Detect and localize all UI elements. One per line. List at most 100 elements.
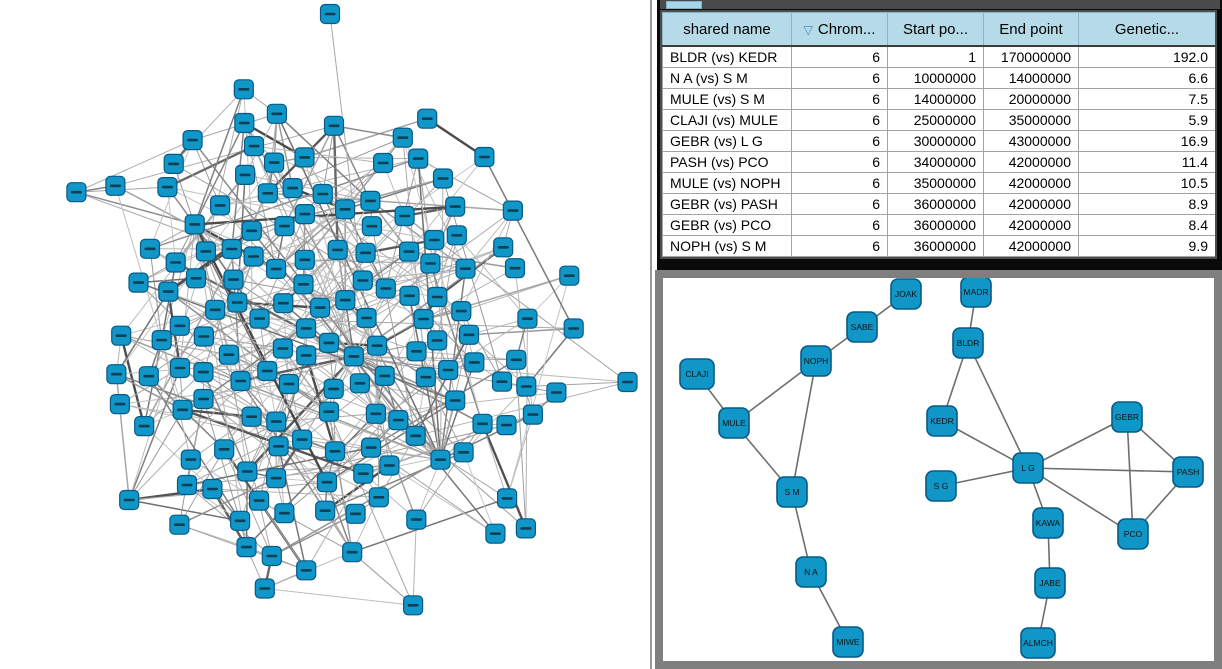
network-edge[interactable] bbox=[203, 268, 466, 373]
table-cell[interactable]: 1 bbox=[887, 45, 984, 68]
network-edge[interactable] bbox=[305, 473, 364, 571]
network-edge[interactable] bbox=[967, 342, 1029, 469]
network-node[interactable] bbox=[342, 542, 363, 563]
network-edge[interactable] bbox=[128, 215, 405, 501]
network-node[interactable] bbox=[193, 326, 214, 347]
table-cell[interactable]: 10000000 bbox=[887, 67, 984, 89]
network-node[interactable] bbox=[158, 281, 179, 302]
table-row[interactable]: GEBR (vs) L G 6 30000000 43000000 16.9 bbox=[662, 130, 1215, 152]
table-cell[interactable]: 42000000 bbox=[983, 172, 1079, 194]
network-node[interactable] bbox=[235, 164, 256, 185]
network-node[interactable] bbox=[399, 285, 420, 306]
network-node[interactable] bbox=[182, 130, 203, 151]
network-edge[interactable] bbox=[120, 335, 441, 461]
network-node[interactable] bbox=[424, 229, 445, 251]
network-edge[interactable] bbox=[481, 423, 528, 529]
network-edge[interactable] bbox=[276, 113, 371, 202]
network-node[interactable] bbox=[323, 378, 344, 399]
network-edge[interactable] bbox=[439, 362, 476, 460]
network-edge[interactable] bbox=[128, 251, 207, 501]
network-node[interactable] bbox=[446, 225, 467, 246]
network-node[interactable] bbox=[458, 324, 480, 345]
network-node[interactable] bbox=[318, 332, 340, 353]
network-edge[interactable] bbox=[526, 381, 628, 387]
network-node[interactable] bbox=[445, 390, 466, 411]
table-cell[interactable]: 6 bbox=[791, 214, 888, 236]
network-edge[interactable] bbox=[525, 328, 575, 387]
network-node[interactable] bbox=[257, 360, 278, 382]
network-node[interactable] bbox=[453, 442, 474, 463]
network-edge[interactable] bbox=[463, 452, 496, 534]
network-node[interactable] bbox=[394, 205, 415, 227]
network-node[interactable]: KEDR bbox=[926, 405, 958, 437]
filter-funnel-icon[interactable]: ▽ bbox=[803, 22, 813, 37]
table-cell[interactable]: 6 bbox=[791, 235, 888, 257]
table-cell[interactable]: MULE (vs) S M bbox=[662, 88, 792, 110]
network-node[interactable] bbox=[210, 195, 231, 216]
network-edge[interactable] bbox=[253, 145, 384, 164]
network-edge[interactable] bbox=[264, 588, 414, 606]
network-edge[interactable] bbox=[161, 224, 196, 341]
network-node[interactable] bbox=[361, 437, 382, 458]
table-cell[interactable]: 6 bbox=[791, 67, 888, 89]
network-edge[interactable] bbox=[167, 186, 253, 232]
table-row[interactable]: N A (vs) S M 6 10000000 14000000 6.6 bbox=[662, 67, 1215, 89]
network-edge[interactable] bbox=[304, 157, 387, 289]
network-node[interactable]: GEBR bbox=[1111, 401, 1143, 433]
network-node[interactable] bbox=[180, 449, 201, 470]
table-cell[interactable]: 6 bbox=[791, 88, 888, 110]
network-node[interactable]: BLDR bbox=[952, 327, 984, 359]
network-edge[interactable] bbox=[351, 551, 414, 606]
table-cell[interactable]: MULE (vs) NOPH bbox=[662, 172, 792, 194]
network-edge[interactable] bbox=[186, 411, 330, 486]
network-edge[interactable] bbox=[115, 374, 130, 501]
table-cell[interactable]: GEBR (vs) L G bbox=[662, 130, 792, 152]
network-edge[interactable] bbox=[149, 248, 163, 341]
network-node[interactable] bbox=[318, 401, 340, 422]
network-edge[interactable] bbox=[276, 113, 294, 189]
network-edge[interactable] bbox=[1027, 467, 1189, 473]
network-node[interactable] bbox=[218, 344, 239, 365]
network-node[interactable] bbox=[403, 595, 424, 616]
table-cell[interactable]: 8.4 bbox=[1078, 214, 1215, 236]
network-node[interactable] bbox=[432, 168, 454, 189]
table-cell[interactable]: 5.9 bbox=[1078, 109, 1215, 131]
network-node[interactable] bbox=[230, 370, 251, 392]
network-node[interactable]: JOAK bbox=[890, 278, 922, 310]
network-edge[interactable] bbox=[194, 122, 245, 225]
network-edge[interactable] bbox=[337, 249, 378, 346]
network-edge[interactable] bbox=[138, 281, 456, 402]
network-node[interactable] bbox=[241, 406, 262, 427]
network-node[interactable] bbox=[310, 297, 331, 318]
network-node[interactable] bbox=[617, 371, 638, 393]
network-edge[interactable] bbox=[128, 409, 184, 501]
network-node[interactable] bbox=[294, 204, 315, 225]
network-node[interactable] bbox=[392, 127, 413, 148]
table-row[interactable]: MULE (vs) NOPH 6 35000000 42000000 10.5 bbox=[662, 172, 1215, 194]
network-edge[interactable] bbox=[278, 356, 355, 447]
network-edge[interactable] bbox=[415, 423, 483, 520]
network-node[interactable] bbox=[105, 175, 126, 196]
network-node[interactable] bbox=[516, 376, 537, 397]
network-edge[interactable] bbox=[425, 376, 465, 453]
network-node[interactable] bbox=[368, 487, 389, 508]
network-edge[interactable] bbox=[143, 371, 204, 427]
network-node[interactable] bbox=[464, 352, 485, 373]
network-node[interactable] bbox=[66, 182, 87, 203]
table-cell[interactable]: 6 bbox=[791, 151, 888, 173]
network-node[interactable] bbox=[119, 489, 140, 511]
network-edge[interactable] bbox=[417, 158, 514, 212]
network-edge[interactable] bbox=[370, 359, 517, 449]
network-node[interactable] bbox=[273, 293, 294, 314]
network-node[interactable]: N A bbox=[795, 556, 827, 588]
network-node[interactable] bbox=[360, 190, 381, 211]
network-node[interactable] bbox=[502, 200, 523, 221]
network-node[interactable] bbox=[388, 410, 409, 431]
network-node[interactable] bbox=[474, 146, 495, 168]
network-node[interactable] bbox=[438, 359, 459, 381]
table-cell[interactable]: NOPH (vs) S M bbox=[662, 235, 792, 257]
network-node[interactable] bbox=[111, 325, 132, 346]
network-edge[interactable] bbox=[334, 350, 417, 452]
network-edge[interactable] bbox=[115, 125, 335, 187]
